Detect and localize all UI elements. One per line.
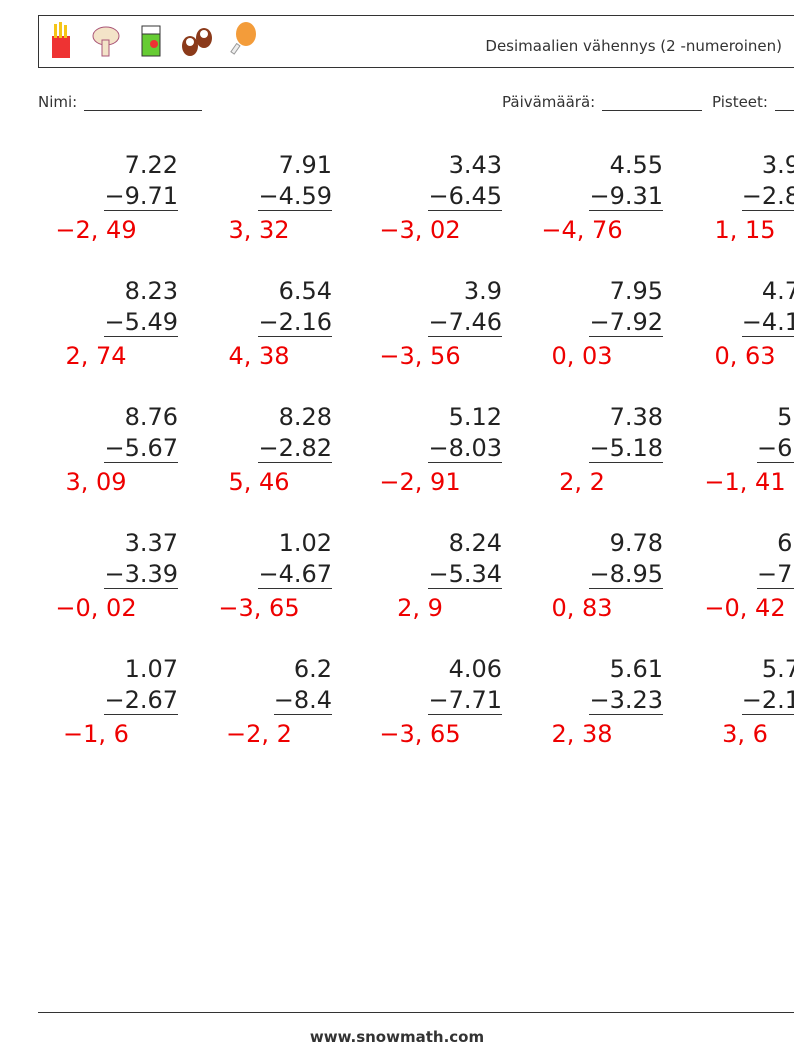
subtrahend: −8.03 [428,434,502,463]
footer-line [38,1012,794,1013]
minuend: 5.61 [609,655,663,683]
minuend: 8.28 [278,403,332,431]
answer: 2, 74 [65,342,127,370]
answer: −0, 42 [704,594,786,622]
answer: −1, 6 [63,720,129,748]
date-blank [602,110,702,111]
minuend: 7.38 [609,403,663,431]
minuend: 8.24 [448,529,502,557]
answer: 3, 09 [65,468,127,496]
sushi-icon [182,28,212,56]
subtrahend: −2.16 [258,308,332,337]
minuend: 8.76 [124,403,178,431]
subtrahend: −7. [756,560,794,589]
minuend: 1.02 [278,529,332,557]
minuend: 3.9 [463,277,502,305]
subtrahend: −9.71 [104,182,178,211]
score-blank [775,110,794,111]
subtrahend: −4.67 [258,560,332,589]
answer: −1, 41 [704,468,786,496]
minuend: 4.55 [609,151,663,179]
drumstick-icon [230,22,256,55]
answer: 2, 9 [397,594,443,622]
minuend: 8.23 [124,277,178,305]
subtrahend: −4.59 [258,182,332,211]
minuend: 4.06 [448,655,502,683]
name-blank [84,110,202,111]
subtrahend: −3.23 [589,686,663,715]
title: Desimaalien vähennys (2 -numeroinen) [485,37,782,55]
minuend: 5.7 [761,655,794,683]
answer: 2, 2 [559,468,605,496]
answer: −2, 49 [55,216,137,244]
juice-icon [141,25,161,57]
subtrahend: −2.67 [104,686,178,715]
answer: 0, 03 [551,342,613,370]
minuend: 1.07 [124,655,178,683]
subtrahend: −2.8 [741,182,794,211]
minuend: 4.7 [761,277,794,305]
date-label: Päivämäärä: [502,93,596,111]
name-label: Nimi: [38,93,78,111]
answer: −3, 56 [379,342,461,370]
subtrahend: −6. [756,434,794,463]
subtrahend: −3.39 [104,560,178,589]
mushroom-icon [92,26,120,57]
answer: −3, 02 [379,216,461,244]
answer: 3, 6 [722,720,768,748]
subtrahend: −2.1 [741,686,794,715]
fries-icon [52,22,70,58]
answer: 4, 38 [228,342,290,370]
answer: −4, 76 [541,216,623,244]
footer-url: www.snowmath.com [309,1028,485,1046]
subtrahend: −6.45 [428,182,502,211]
subtrahend: −5.18 [589,434,663,463]
minuend: 3.9 [761,151,794,179]
minuend: 3.43 [448,151,502,179]
answer: −3, 65 [218,594,300,622]
minuend: 9.78 [609,529,663,557]
header-icons [52,22,256,58]
subtrahend: −9.31 [589,182,663,211]
minuend: 7.91 [278,151,332,179]
subtrahend: −8.4 [273,686,332,715]
answer: 0, 83 [551,594,613,622]
minuend: 3.37 [124,529,178,557]
answer: 3, 32 [228,216,290,244]
subtrahend: −5.49 [104,308,178,337]
subtrahend: −8.95 [589,560,663,589]
subtrahend: −4.1 [741,308,794,337]
answer: 0, 63 [714,342,776,370]
score-label: Pisteet: [712,93,768,111]
header-box [38,15,794,68]
answer: −2, 2 [226,720,292,748]
minuend: 5.12 [448,403,502,431]
minuend: 7.95 [609,277,663,305]
minuend: 6. [777,529,794,557]
minuend: 5. [777,403,794,431]
minuend: 6.2 [293,655,332,683]
subtrahend: −7.46 [428,308,502,337]
answer: 5, 46 [228,468,290,496]
subtrahend: −7.71 [428,686,502,715]
minuend: 6.54 [278,277,332,305]
subtrahend: −5.67 [104,434,178,463]
answer: 1, 15 [714,216,776,244]
subtrahend: −2.82 [258,434,332,463]
answer: −3, 65 [379,720,461,748]
minuend: 7.22 [124,151,178,179]
subtrahend: −5.34 [428,560,502,589]
answer: −2, 91 [379,468,461,496]
answer: −0, 02 [55,594,137,622]
answer: 2, 38 [551,720,613,748]
subtrahend: −7.92 [589,308,663,337]
